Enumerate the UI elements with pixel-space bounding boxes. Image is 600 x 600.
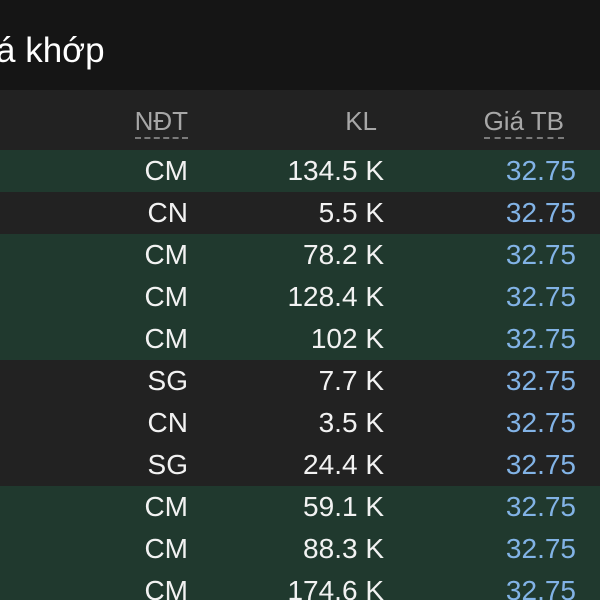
volume-cell: 3.5 K [318, 407, 384, 438]
table-row: CM 78.2 K 32.75 [0, 234, 600, 276]
investor-cell: SG [147, 449, 188, 480]
table-header: NĐT KL Giá TB [0, 90, 600, 150]
table-row: CM 134.5 K 32.75 [0, 150, 600, 192]
table-row: CM 102 K 32.75 [0, 318, 600, 360]
table-row: CN 5.5 K 32.75 [0, 192, 600, 234]
price-cell: 32.75 [505, 365, 576, 396]
table-row: CM 174.6 K 32.75 [0, 570, 600, 600]
page-title: á khớp [0, 31, 105, 70]
price-cell: 32.75 [505, 323, 576, 354]
price-cell: 32.75 [505, 491, 576, 522]
volume-cell: 5.5 K [318, 197, 384, 228]
volume-cell: 24.4 K [303, 449, 384, 480]
volume-cell: 174.6 K [287, 575, 384, 600]
column-header-volume: KL [345, 106, 377, 136]
investor-cell: CM [144, 281, 188, 312]
investor-cell: CN [147, 197, 188, 228]
volume-cell: 102 K [310, 323, 384, 354]
table-row: SG 24.4 K 32.75 [0, 444, 600, 486]
investor-cell: CM [144, 533, 188, 564]
price-cell: 32.75 [505, 533, 576, 564]
price-cell: 32.75 [505, 407, 576, 438]
investor-cell: CM [144, 155, 188, 186]
table-row: CM 88.3 K 32.75 [0, 528, 600, 570]
price-cell: 32.75 [505, 449, 576, 480]
table-row: CN 3.5 K 32.75 [0, 402, 600, 444]
investor-cell: CN [147, 407, 188, 438]
volume-cell: 59.1 K [303, 491, 384, 522]
column-header-avg-price[interactable]: Giá TB [483, 106, 564, 139]
price-cell: 32.75 [505, 281, 576, 312]
price-cell: 32.75 [505, 239, 576, 270]
investor-cell: CM [144, 491, 188, 522]
investor-cell: CM [144, 575, 188, 600]
table-row: SG 7.7 K 32.75 [0, 360, 600, 402]
investor-cell: CM [144, 323, 188, 354]
table-row: CM 59.1 K 32.75 [0, 486, 600, 528]
trade-table-body: CM 134.5 K 32.75 CN 5.5 K 32.75 CM 78.2 … [0, 150, 600, 600]
top-header: á khớp [0, 0, 600, 90]
price-cell: 32.75 [505, 575, 576, 600]
volume-cell: 88.3 K [303, 533, 384, 564]
column-header-investor[interactable]: NĐT [134, 106, 188, 139]
table-row: CM 128.4 K 32.75 [0, 276, 600, 318]
volume-cell: 78.2 K [303, 239, 384, 270]
price-cell: 32.75 [505, 197, 576, 228]
volume-cell: 7.7 K [318, 365, 384, 396]
volume-cell: 128.4 K [287, 281, 384, 312]
investor-cell: CM [144, 239, 188, 270]
volume-cell: 134.5 K [287, 155, 384, 186]
investor-cell: SG [147, 365, 188, 396]
price-cell: 32.75 [505, 155, 576, 186]
